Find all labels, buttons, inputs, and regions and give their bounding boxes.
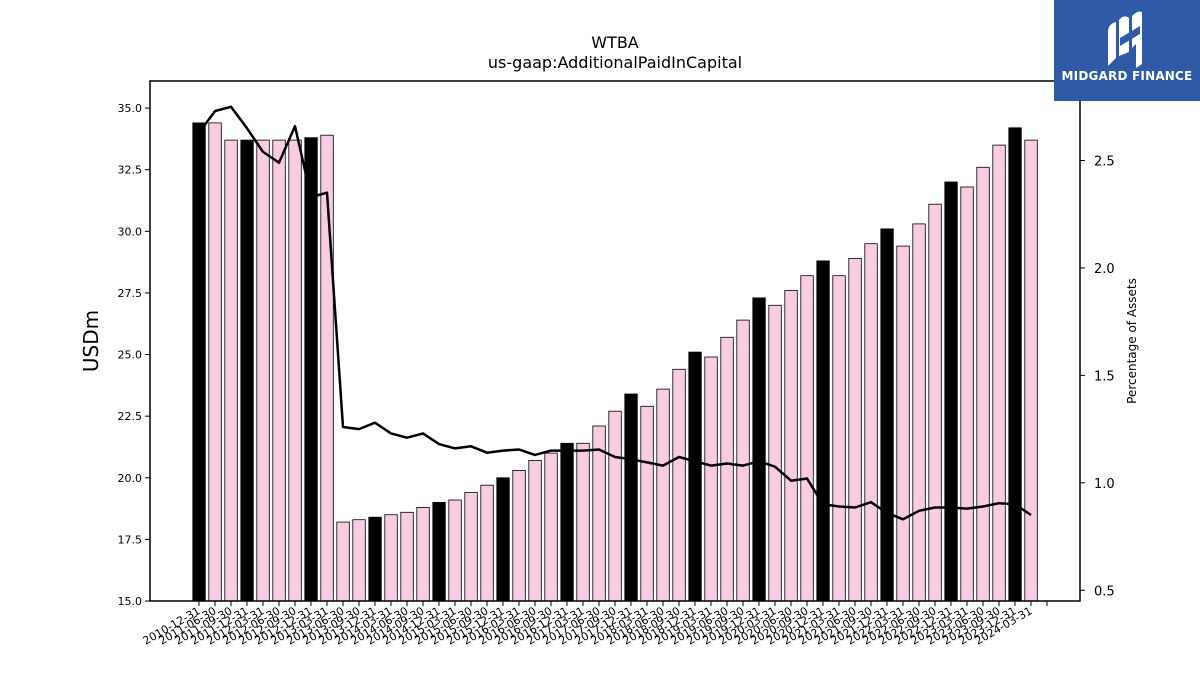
bar: [656, 388, 670, 602]
y-axis-label: USDm: [79, 310, 103, 372]
bar: [192, 122, 206, 602]
bar: [432, 501, 446, 602]
bar: [944, 181, 958, 602]
line-group: [197, 105, 1032, 521]
bar: [496, 477, 510, 602]
bar: [416, 506, 430, 602]
y-axis: 15.0 17.5 20.0 22.5 25.0 27.5 30.0 32.5 35.0: [118, 102, 150, 608]
bar: [960, 186, 974, 602]
bar: [304, 137, 318, 602]
bar: [288, 139, 302, 602]
bar: [336, 521, 350, 602]
y2-tick-label: 2.5: [1094, 155, 1115, 170]
bar: [832, 275, 846, 602]
bar: [976, 166, 990, 602]
brand-name: MIDGARD FINANCE: [1061, 69, 1193, 83]
bar: [464, 492, 478, 602]
bar: [368, 516, 382, 602]
bar: [912, 223, 926, 602]
bar: [864, 243, 878, 602]
bar: [256, 139, 270, 602]
y2-axis: 0.5 1.0 1.5 2.0 2.5: [1080, 155, 1115, 599]
bar: [704, 356, 718, 602]
bar: [880, 228, 894, 602]
y-tick-label: 17.5: [118, 533, 143, 546]
bar: [688, 351, 702, 602]
bar: [352, 519, 366, 602]
percentage-line: [197, 105, 1032, 521]
bar: [1008, 127, 1022, 602]
bar: [528, 460, 542, 602]
bar: [736, 319, 750, 602]
bar: [800, 275, 814, 602]
bar: [560, 442, 574, 602]
bar: [768, 304, 782, 602]
bar: [512, 469, 526, 602]
y-tick-label: 25.0: [118, 349, 143, 362]
bar: [544, 452, 558, 602]
bar: [224, 139, 238, 602]
bar: [240, 139, 254, 602]
bar: [896, 245, 910, 602]
bar: [640, 405, 654, 602]
y-tick-label: 30.0: [118, 225, 143, 238]
y-tick-label: 20.0: [118, 472, 143, 485]
bar: [576, 442, 590, 602]
bar: [448, 499, 462, 602]
y2-axis-label: Percentage of Assets: [1125, 278, 1139, 404]
chart-title: WTBA: [591, 33, 639, 52]
bar: [480, 484, 494, 602]
chart-subtitle: us-gaap:AdditionalPaidInCapital: [488, 53, 742, 72]
y-tick-label: 15.0: [118, 595, 143, 608]
bar: [720, 336, 734, 602]
y-tick-label: 32.5: [118, 164, 143, 177]
bar: [384, 514, 398, 602]
bar: [784, 290, 798, 602]
bar: [816, 260, 830, 602]
bar: [624, 393, 638, 602]
bar: [848, 257, 862, 602]
bar: [608, 410, 622, 602]
bar: [928, 203, 942, 602]
bar: [752, 297, 766, 602]
x-axis: 2010-12-312011-06-302011-09-302011-12-31…: [141, 601, 1048, 648]
bar: [1024, 139, 1038, 602]
y2-tick-label: 0.5: [1094, 584, 1115, 599]
y2-tick-label: 1.0: [1094, 477, 1115, 492]
bar: [400, 511, 414, 602]
y2-tick-label: 2.0: [1094, 262, 1115, 277]
y-tick-label: 27.5: [118, 287, 143, 300]
bar: [272, 139, 286, 602]
brand-logo: MIDGARD FINANCE: [1054, 0, 1200, 101]
bar: [208, 122, 222, 602]
bar: [992, 144, 1006, 602]
y2-tick-label: 1.5: [1094, 369, 1115, 384]
bar: [672, 368, 686, 602]
y-tick-label: 22.5: [118, 410, 143, 423]
midgard-finance-logo-icon: [1108, 11, 1142, 68]
y-tick-label: 35.0: [118, 102, 143, 115]
